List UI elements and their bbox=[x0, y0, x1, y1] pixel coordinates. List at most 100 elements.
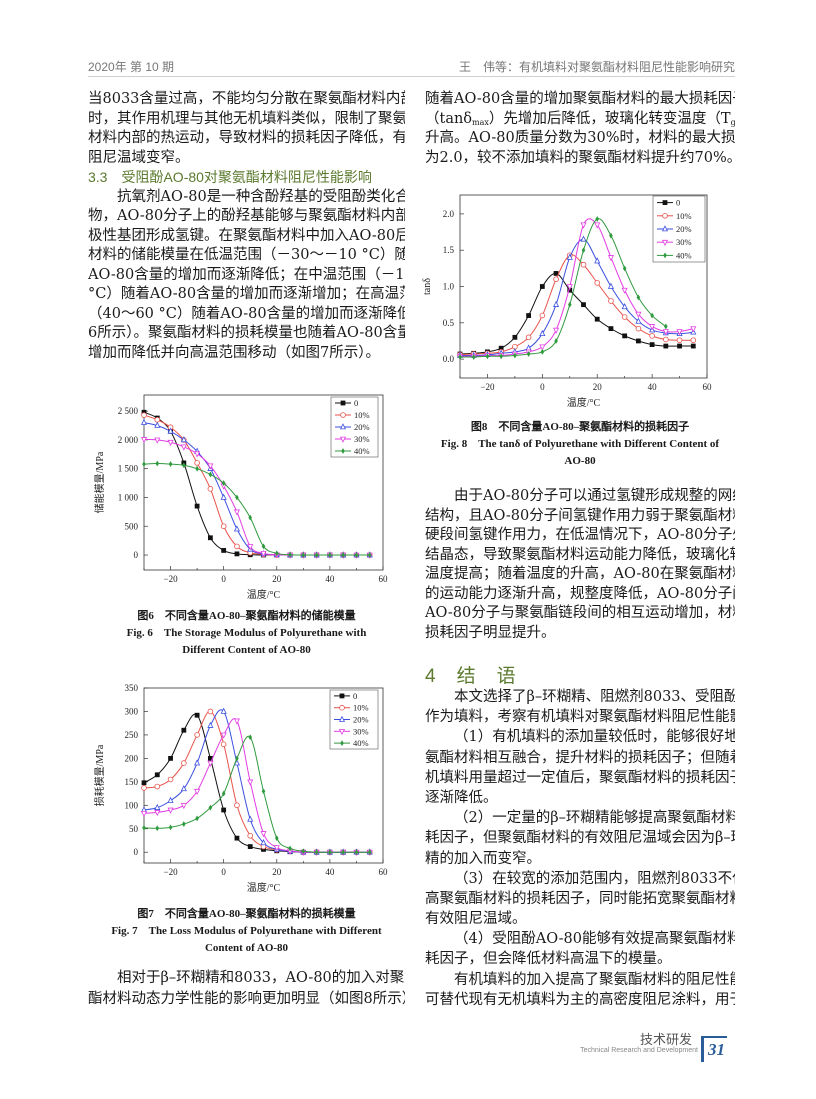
caption-en: Fig. 6 The Storage Modulus of Polyuretha… bbox=[126, 627, 367, 639]
data-point-square bbox=[300, 552, 306, 558]
legend-label: 40% bbox=[353, 738, 369, 748]
x-tick-label: 0 bbox=[540, 382, 545, 392]
data-point-circle bbox=[273, 552, 280, 558]
data-point-square bbox=[141, 409, 147, 415]
data-point-star bbox=[341, 849, 345, 856]
data-point-circle bbox=[662, 213, 668, 219]
x-tick-label: 60 bbox=[703, 382, 713, 392]
data-point-star bbox=[526, 351, 531, 357]
text-line: 损耗因子明显提升。 bbox=[425, 624, 556, 641]
data-point-square bbox=[539, 284, 545, 289]
legend-box bbox=[652, 195, 706, 263]
data-point-circle bbox=[594, 280, 601, 286]
data-point-star bbox=[622, 265, 627, 272]
series-line-20pct bbox=[143, 709, 370, 853]
data-point-circle bbox=[340, 552, 346, 558]
footer-section-cn: 技术研发 bbox=[640, 1032, 693, 1047]
series-line-40pct bbox=[143, 735, 370, 853]
data-point-triangle-down bbox=[353, 849, 360, 857]
data-point-star bbox=[485, 353, 490, 360]
data-point-square bbox=[141, 780, 147, 786]
section-heading-3-3: 3.3 受阻酚AO-80对聚氨酯材料阻尼性能影响 bbox=[88, 169, 372, 185]
data-point-triangle-down bbox=[167, 439, 174, 446]
series-line-0 bbox=[143, 713, 344, 853]
text-line: 作为填料，考察有机填料对聚氨酯材料阻尼性能影响。 bbox=[425, 709, 735, 726]
data-point-star bbox=[609, 232, 613, 239]
data-point-triangle-up bbox=[167, 796, 174, 803]
data-point-triangle-down bbox=[180, 444, 187, 451]
x-tick-label: 40 bbox=[325, 867, 335, 877]
text-line: 结晶态，导致聚氨酯材料运动能力降低，玻璃化转变 bbox=[425, 546, 735, 563]
x-tick-label: 20 bbox=[272, 574, 282, 584]
legend-label: 0 bbox=[353, 691, 357, 701]
paragraph: 本文选择了β–环糊精、阻燃剂8033、受阻酚AO-80 作为填料，考察有机填料对聚… bbox=[425, 687, 735, 727]
data-point-circle bbox=[621, 314, 628, 320]
text-line: 机填料用量超过一定值后，聚氨酯材料的损耗因子会 bbox=[425, 769, 735, 786]
data-point-square bbox=[594, 316, 600, 322]
text-line: （40～60 °C）随着AO-80含量的增加而逐渐降低（如图 bbox=[88, 305, 405, 322]
data-point-square bbox=[327, 849, 333, 855]
page-number: 31 bbox=[708, 1040, 725, 1059]
text-line: 随着AO-80含量的增加聚氨酯材料的最大损耗因子 bbox=[425, 91, 735, 107]
data-point-square bbox=[154, 772, 160, 778]
data-point-circle bbox=[300, 849, 307, 856]
data-point-triangle-down bbox=[338, 729, 346, 736]
text-line: （3）在较宽的添加范围内，阻燃剂8033不仅能提 bbox=[454, 870, 735, 887]
plot-frame bbox=[143, 687, 384, 864]
x-tick-label: 0 bbox=[221, 867, 226, 877]
data-point-star bbox=[221, 480, 226, 486]
data-point-triangle-down bbox=[220, 483, 227, 490]
data-point-circle bbox=[181, 437, 187, 443]
data-point-star bbox=[301, 552, 306, 558]
text-line: 耗因子，但会降低材料高温下的模量。 bbox=[425, 951, 672, 968]
data-point-square bbox=[221, 807, 227, 813]
data-point-triangle-up bbox=[511, 348, 518, 355]
data-point-square bbox=[581, 302, 586, 308]
y-tick-label: 0 bbox=[134, 550, 139, 560]
data-point-star bbox=[168, 461, 173, 467]
caption-en: AO-80 bbox=[564, 455, 596, 467]
text-line: 酯材料动态力学性能的影响更加明显（如图8所示）， bbox=[88, 991, 405, 1007]
data-point-triangle-up bbox=[287, 551, 294, 558]
text-line: 时，其作用机理与其他无机填料类似，限制了聚氨酯 bbox=[88, 110, 405, 127]
data-point-circle bbox=[366, 552, 373, 558]
x-tick-label: −20 bbox=[164, 574, 179, 584]
right-column-middle: 由于AO-80分子可以通过氢键形成规整的网络 结构，且AO-80分子间氢键作用力弱… bbox=[425, 487, 735, 643]
data-point-square bbox=[649, 342, 655, 347]
text-span: ）先增加后降低，玻璃化转变温度（T bbox=[488, 110, 731, 127]
text-line: （4）受阻酚AO-80能够有效提高聚氨酯材料的损 bbox=[454, 931, 735, 948]
data-point-square bbox=[471, 350, 477, 356]
data-point-circle bbox=[207, 486, 214, 492]
data-point-star bbox=[540, 348, 545, 355]
data-point-star bbox=[581, 247, 586, 254]
paragraph: （3）在较宽的添加范围内，阻燃剂8033不仅能提高聚氨酯材料的损耗因子，同时能拓… bbox=[425, 869, 735, 930]
header-divider bbox=[88, 76, 735, 77]
x-axis-label: 温度/°C bbox=[247, 881, 281, 894]
data-point-star bbox=[274, 550, 279, 557]
y-tick-label: 0.0 bbox=[443, 354, 455, 364]
data-point-star bbox=[328, 849, 332, 856]
text-line: 材料内部的热运动，导致材料的损耗因子降低，有效 bbox=[88, 130, 405, 146]
text-line: 氨酯材料相互融合，提升材料的损耗因子；但随着有 bbox=[425, 749, 735, 766]
y-tick-label: 0.5 bbox=[443, 318, 455, 328]
data-point-star bbox=[458, 354, 462, 360]
data-point-triangle-down bbox=[366, 552, 373, 559]
data-point-triangle-down bbox=[525, 349, 532, 356]
data-point-triangle-up bbox=[580, 235, 587, 242]
y-tick-label: 500 bbox=[125, 521, 139, 531]
data-point-triangle-up bbox=[366, 551, 373, 558]
data-point-triangle-up bbox=[247, 545, 254, 552]
text-line: 当8033含量过高，不能均匀分散在聚氨酯材料内部 bbox=[88, 91, 405, 107]
data-point-triangle-down bbox=[273, 552, 280, 559]
data-point-triangle-down bbox=[313, 552, 320, 559]
paragraph: 当8033含量过高，不能均匀分散在聚氨酯材料内部 时，其作用机理与其他无机填料类似… bbox=[88, 90, 405, 168]
data-point-circle bbox=[313, 849, 320, 856]
text-line: 耗因子，但聚氨酯材料的有效阻尼温域会因为β–环糊 bbox=[425, 830, 735, 847]
data-point-triangle-up bbox=[300, 551, 307, 558]
data-point-square bbox=[314, 849, 320, 855]
legend-label: 10% bbox=[353, 703, 369, 713]
series-line-30pct bbox=[459, 218, 694, 357]
data-point-square bbox=[690, 343, 696, 349]
data-point-triangle-up bbox=[340, 551, 347, 558]
data-point-square bbox=[457, 351, 463, 357]
